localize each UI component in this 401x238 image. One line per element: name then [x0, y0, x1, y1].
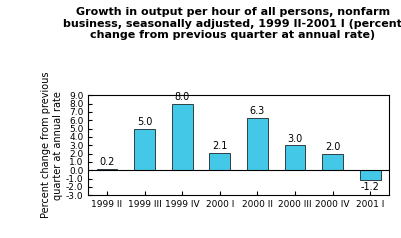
Bar [97, 169, 117, 170]
Bar [360, 170, 381, 180]
Bar [134, 129, 155, 170]
Text: 8.0: 8.0 [174, 92, 190, 102]
Y-axis label: Percent change from previous
quarter at annual rate: Percent change from previous quarter at … [41, 72, 63, 218]
Bar [209, 153, 230, 170]
Text: 2.1: 2.1 [212, 141, 227, 151]
Text: 5.0: 5.0 [137, 117, 152, 127]
Bar [172, 104, 192, 170]
Text: 2.0: 2.0 [325, 142, 340, 152]
Text: 0.2: 0.2 [99, 157, 115, 167]
Text: Growth in output per hour of all persons, nonfarm
business, seasonally adjusted,: Growth in output per hour of all persons… [63, 7, 401, 40]
Text: 6.3: 6.3 [250, 106, 265, 116]
Text: -1.2: -1.2 [361, 182, 380, 192]
Text: 3.0: 3.0 [288, 134, 303, 144]
Bar [285, 145, 305, 170]
Bar [322, 154, 343, 170]
Bar [247, 118, 268, 170]
